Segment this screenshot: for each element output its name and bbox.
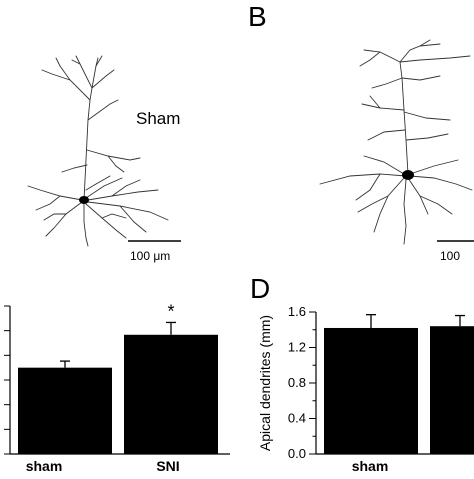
neuron-soma-sham xyxy=(79,196,89,204)
bar-chart-d: 0.0 0.4 0.8 1.2 1.6 sham Apical dendrites (mm) xyxy=(257,304,474,474)
y-tick-label: 0.0 xyxy=(288,446,306,461)
y-tick-label: 1.6 xyxy=(288,304,306,319)
y-tick-label: 1.2 xyxy=(288,340,306,355)
neuron-tracing-right xyxy=(319,39,473,245)
bar-sham xyxy=(18,367,112,454)
category-label: sham xyxy=(26,458,63,474)
bar-chart-c: sham * SNI xyxy=(4,301,230,474)
neuron-tracing-sham xyxy=(27,55,169,247)
bar-sni xyxy=(430,326,474,454)
bar-sni xyxy=(124,334,218,454)
panel-label-d: D xyxy=(250,273,270,304)
significance-marker: * xyxy=(167,301,174,321)
bar-sham xyxy=(324,327,418,454)
neuron-soma-right xyxy=(402,170,414,180)
panel-label-b: B xyxy=(248,1,267,32)
scale-bar-right-label: 100 xyxy=(440,249,460,263)
y-axis-label: Apical dendrites (mm) xyxy=(257,315,273,451)
y-tick-label: 0.4 xyxy=(288,411,306,426)
scale-bar-left-label: 100 μm xyxy=(130,249,170,263)
condition-label-sham: Sham xyxy=(136,109,180,128)
y-tick-label: 0.8 xyxy=(288,375,306,390)
category-label: SNI xyxy=(156,458,179,474)
category-label: sham xyxy=(352,458,389,474)
